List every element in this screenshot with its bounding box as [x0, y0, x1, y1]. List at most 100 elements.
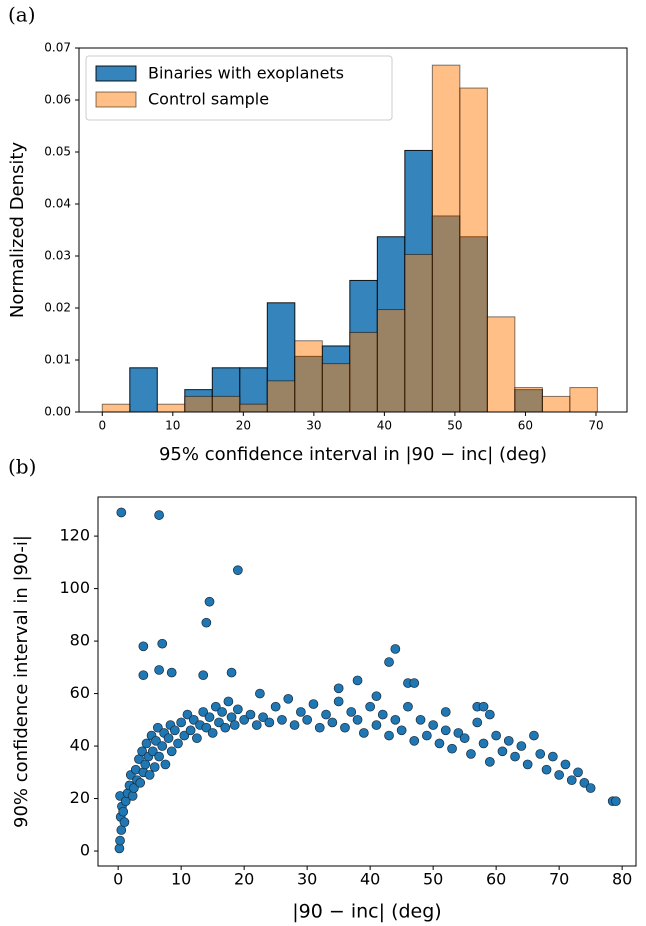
- bar: [321, 363, 351, 413]
- point: [440, 725, 451, 736]
- bar: [569, 387, 598, 413]
- y-axis-label: 90% confidence interval in |90-i|: [11, 535, 32, 828]
- legend-swatch: [95, 91, 137, 108]
- point: [192, 733, 202, 744]
- bar: [101, 403, 131, 413]
- point: [154, 665, 164, 675]
- point: [152, 722, 163, 733]
- bar: [129, 367, 158, 413]
- point: [217, 707, 227, 717]
- point: [440, 707, 451, 717]
- y-tick-label: 120: [59, 526, 90, 545]
- x-axis-label: |90 − inc| (deg): [292, 901, 441, 923]
- point: [352, 714, 363, 725]
- point: [409, 678, 420, 688]
- point: [296, 707, 306, 717]
- point: [137, 746, 147, 757]
- point: [459, 733, 470, 744]
- point: [352, 675, 363, 686]
- x-tick-label: 50: [423, 870, 443, 889]
- point: [264, 717, 275, 728]
- point: [377, 709, 388, 720]
- bar: [266, 380, 296, 413]
- point: [138, 670, 149, 681]
- point: [421, 730, 432, 741]
- point: [270, 701, 281, 712]
- point: [516, 741, 527, 751]
- point: [119, 817, 130, 828]
- point: [390, 714, 401, 725]
- point: [233, 565, 243, 576]
- x-tick-label: 0: [113, 870, 123, 889]
- point: [535, 749, 546, 759]
- x-tick-label: 70: [549, 870, 569, 889]
- plot-frame: [97, 496, 637, 867]
- point: [258, 712, 268, 723]
- plot-frame: [78, 47, 628, 413]
- bar: [211, 395, 241, 413]
- bar: [404, 253, 433, 413]
- point: [333, 696, 344, 707]
- point: [214, 717, 224, 728]
- point: [478, 701, 489, 712]
- point: [384, 730, 394, 741]
- bar: [459, 87, 488, 413]
- bar: [239, 403, 268, 413]
- point: [188, 714, 199, 725]
- point: [365, 701, 375, 712]
- point: [428, 720, 438, 730]
- point: [239, 714, 250, 725]
- point: [204, 596, 215, 607]
- point: [149, 762, 160, 772]
- point: [233, 704, 243, 715]
- x-tick-label: 80: [612, 870, 632, 889]
- point: [333, 683, 344, 694]
- point: [503, 735, 514, 746]
- point: [497, 746, 508, 757]
- point: [207, 728, 218, 738]
- x-tick-label: 60: [486, 870, 506, 889]
- point: [135, 777, 146, 788]
- point: [198, 707, 209, 717]
- bar: [431, 64, 461, 413]
- bar: [349, 331, 378, 413]
- x-tick-label: 30: [297, 870, 317, 889]
- y-tick-label: 0.03: [44, 249, 71, 263]
- point: [434, 738, 445, 749]
- point: [396, 725, 407, 736]
- x-tick-label: 50: [447, 419, 462, 433]
- y-tick-label: 80: [70, 631, 90, 650]
- y-tick-label: 0.07: [44, 41, 71, 55]
- bar: [376, 309, 406, 413]
- point: [147, 746, 158, 757]
- x-tick-label: 30: [306, 419, 321, 433]
- point: [585, 783, 596, 793]
- point: [198, 670, 209, 681]
- point: [579, 777, 590, 788]
- x-axis-label: 95% confidence interval in |90 − inc| (d…: [159, 444, 547, 465]
- point: [453, 728, 464, 738]
- x-tick-label: 40: [377, 419, 392, 433]
- y-tick-label: 60: [70, 683, 90, 702]
- legend-swatch: [95, 65, 137, 82]
- x-tick-label: 20: [234, 870, 254, 889]
- point: [560, 759, 571, 770]
- point: [223, 696, 234, 707]
- point: [466, 749, 476, 759]
- point: [321, 709, 331, 720]
- point: [283, 693, 294, 704]
- point: [116, 507, 127, 518]
- y-tick-label: 0.00: [44, 405, 71, 419]
- point: [359, 728, 369, 738]
- point: [384, 657, 394, 667]
- y-tick-label: 0.05: [44, 145, 71, 159]
- y-tick-label: 40: [70, 736, 90, 755]
- bar: [184, 395, 213, 413]
- point: [245, 709, 256, 720]
- y-tick-label: 0.01: [44, 353, 71, 367]
- point: [554, 770, 564, 780]
- x-tick-label: 60: [518, 419, 533, 433]
- point: [229, 720, 240, 730]
- point: [522, 759, 533, 770]
- point: [478, 738, 489, 749]
